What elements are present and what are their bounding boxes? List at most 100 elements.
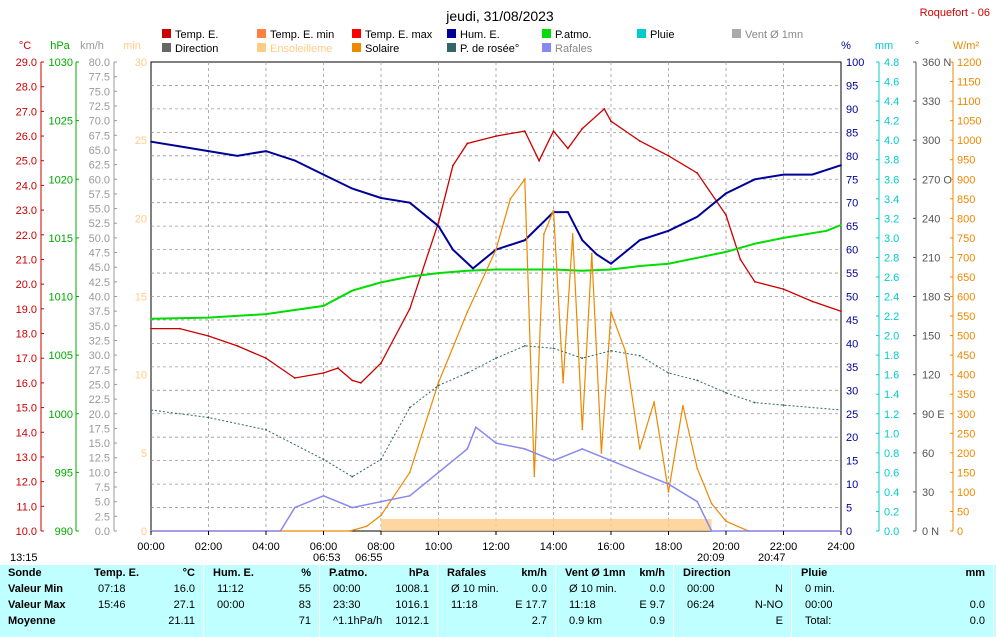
table-cell-time: 15:46 xyxy=(98,599,126,611)
temp-axis-tick: 14.0 xyxy=(16,427,37,439)
data-point xyxy=(753,401,756,404)
time-tick: 02:00 xyxy=(195,541,223,553)
legend-label: Hum. E. xyxy=(460,29,500,41)
wind-axis-tick: 72.5 xyxy=(89,101,110,113)
wind-axis-tick: 55.0 xyxy=(89,204,110,216)
rain-axis-tick: 3.2 xyxy=(884,213,899,225)
wind-axis-tick: 5.0 xyxy=(95,497,110,509)
data-point xyxy=(207,416,210,419)
data-point xyxy=(739,258,742,261)
rain-axis-tick: 0.4 xyxy=(884,487,899,499)
data-point xyxy=(265,150,267,153)
wind-axis-tick: 70.0 xyxy=(89,116,110,128)
solar-axis-tick: 700 xyxy=(957,252,975,264)
data-point xyxy=(610,349,612,352)
data-point xyxy=(696,215,699,218)
data-point xyxy=(466,142,469,145)
data-point xyxy=(552,209,555,212)
data-point xyxy=(451,164,454,167)
pressure-axis-tick: 1005 xyxy=(49,350,73,362)
direction-axis-tick: 300 xyxy=(922,135,940,147)
table-cell-value: 1016.1 xyxy=(395,599,429,611)
temp-axis-tick: 12.0 xyxy=(16,477,37,489)
data-point xyxy=(351,187,354,190)
data-point xyxy=(380,281,382,284)
series-line-rafales xyxy=(151,425,841,532)
data-point xyxy=(279,530,282,532)
sun-time-label: 13:15 xyxy=(10,552,38,564)
humidity-axis-tick: 70 xyxy=(846,198,858,210)
legend-label: Pluie xyxy=(650,29,674,41)
pressure-axis-tick: 1020 xyxy=(49,174,73,186)
table-cell-value: E 9.7 xyxy=(639,599,665,611)
data-point xyxy=(552,347,555,350)
data-point xyxy=(725,391,727,394)
solar-axis-tick: 600 xyxy=(957,292,975,304)
humidity-axis-tick: 60 xyxy=(846,245,858,257)
data-point xyxy=(725,214,727,216)
legend-swatch xyxy=(447,43,456,52)
wind-axis-tick: 40.0 xyxy=(89,292,110,304)
wind-axis-tick: 25.0 xyxy=(89,379,110,391)
data-point xyxy=(359,381,362,384)
table-cell-time: 0.9 km xyxy=(569,615,603,627)
table-cell-value: N xyxy=(775,583,783,595)
legend-swatch xyxy=(257,29,266,38)
rain-axis-tick: 4.2 xyxy=(884,116,899,128)
table-cell-value: 16.0 xyxy=(173,583,195,595)
table-cell-value: 1012.1 xyxy=(395,615,429,627)
table-cell-time: 0 min. xyxy=(805,583,835,595)
data-point xyxy=(653,401,656,403)
wind-axis-tick: 77.5 xyxy=(89,72,110,84)
rain-axis-tick: 2.2 xyxy=(884,311,899,323)
direction-axis-tick: 240 xyxy=(922,213,940,225)
data-point xyxy=(451,248,454,251)
data-point xyxy=(638,354,641,357)
direction-axis-tick: 270 O xyxy=(922,174,952,186)
data-point xyxy=(581,357,584,360)
rain-axis-tick: 0.0 xyxy=(884,526,899,538)
data-point xyxy=(696,500,699,503)
data-point xyxy=(581,127,584,130)
data-point xyxy=(725,520,727,523)
data-point xyxy=(696,172,699,174)
data-point xyxy=(408,275,411,278)
data-point xyxy=(840,164,842,167)
table-column xyxy=(557,565,674,637)
data-point xyxy=(351,379,354,382)
data-point xyxy=(811,173,814,176)
data-point xyxy=(495,268,497,271)
wind-axis-tick: 80.0 xyxy=(89,57,110,69)
data-point xyxy=(523,178,526,181)
table-cell-value: 0.9 xyxy=(649,615,665,627)
solar-axis-tick: 50 xyxy=(957,506,969,518)
series-line-hum-e- xyxy=(150,140,842,270)
temp-axis-tick: 21.0 xyxy=(16,254,37,266)
chart-title: jeudi, 31/08/2023 xyxy=(445,8,554,24)
direction-axis-tick: 60 xyxy=(922,448,934,460)
data-point xyxy=(571,233,574,235)
solar-axis-tick: 450 xyxy=(957,350,975,362)
humidity-axis-tick: 25 xyxy=(846,409,858,421)
solar-axis-tick: 500 xyxy=(957,331,975,343)
humidity-axis-unit: % xyxy=(841,40,851,52)
data-point xyxy=(408,406,411,409)
legend-swatch xyxy=(732,29,741,38)
legend-label: Solaire xyxy=(365,43,399,55)
minutes-axis-tick: 30 xyxy=(135,57,147,69)
data-point xyxy=(495,135,497,137)
table-cell-value: E 17.7 xyxy=(515,599,547,611)
pressure-axis-tick: 1030 xyxy=(49,57,73,69)
time-tick: 08:00 xyxy=(367,541,395,553)
table-cell-value: 0.0 xyxy=(969,599,985,611)
data-point xyxy=(178,327,181,330)
data-point xyxy=(753,178,756,181)
direction-axis-tick: 0 N xyxy=(922,526,939,538)
table-cell-time: Ø 10 min. xyxy=(569,583,617,595)
wind-axis-tick: 22.5 xyxy=(89,394,110,406)
humidity-axis-tick: 75 xyxy=(846,174,858,186)
data-point xyxy=(495,248,497,251)
table-cell-time: 23:30 xyxy=(333,599,361,611)
table-cell-value: 1008.1 xyxy=(395,583,429,595)
legend-label: P.atmo. xyxy=(555,29,592,41)
